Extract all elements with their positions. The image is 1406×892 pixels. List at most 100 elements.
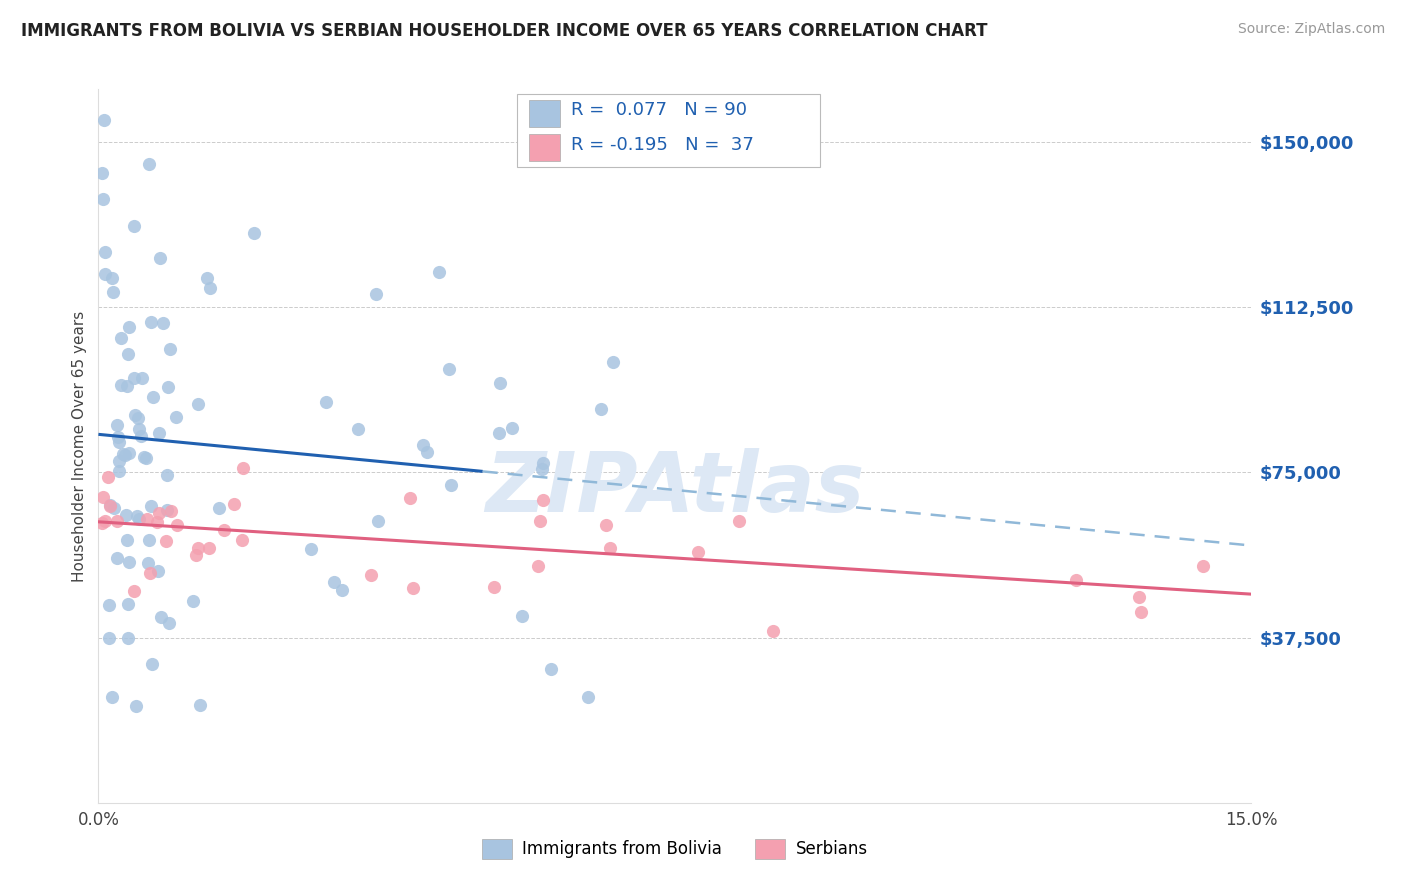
Point bbox=[122, 371, 145, 385]
Legend: Immigrants from Bolivia, Serbians: Immigrants from Bolivia, Serbians bbox=[475, 832, 875, 866]
Point bbox=[416, 445, 439, 459]
Point bbox=[152, 316, 174, 330]
Point bbox=[364, 287, 387, 301]
Point bbox=[501, 421, 523, 435]
Point bbox=[188, 698, 211, 712]
Point bbox=[165, 410, 187, 425]
Point bbox=[427, 265, 450, 279]
Point bbox=[134, 450, 156, 464]
Text: IMMIGRANTS FROM BOLIVIA VS SERBIAN HOUSEHOLDER INCOME OVER 65 YEARS CORRELATION : IMMIGRANTS FROM BOLIVIA VS SERBIAN HOUSE… bbox=[21, 22, 987, 40]
Point bbox=[1066, 573, 1088, 587]
Point bbox=[149, 609, 172, 624]
Point bbox=[94, 267, 117, 281]
Point bbox=[156, 380, 179, 394]
Point bbox=[141, 316, 163, 330]
Point bbox=[531, 493, 554, 508]
Point bbox=[91, 516, 114, 530]
Point bbox=[200, 281, 222, 295]
Point bbox=[110, 377, 132, 392]
Point bbox=[437, 362, 460, 376]
Point bbox=[131, 371, 153, 385]
Point bbox=[529, 514, 551, 528]
Point bbox=[107, 435, 129, 450]
Point bbox=[367, 514, 389, 528]
Point bbox=[531, 456, 554, 470]
Point bbox=[157, 615, 180, 630]
Point bbox=[727, 514, 749, 528]
Point bbox=[1129, 605, 1152, 619]
Point bbox=[125, 509, 148, 524]
Point bbox=[122, 584, 145, 599]
Point bbox=[186, 549, 208, 563]
Point bbox=[156, 502, 179, 516]
Point bbox=[103, 500, 125, 515]
Point bbox=[129, 428, 152, 442]
Point bbox=[136, 512, 159, 526]
Point bbox=[149, 251, 172, 265]
Point bbox=[117, 347, 139, 361]
Point bbox=[187, 541, 209, 555]
Point bbox=[159, 343, 181, 357]
Point bbox=[146, 564, 169, 578]
Point bbox=[195, 271, 218, 285]
Point bbox=[489, 376, 512, 391]
Point bbox=[138, 157, 160, 171]
Point bbox=[91, 192, 114, 206]
Point bbox=[100, 500, 122, 514]
Point bbox=[146, 515, 169, 529]
Point bbox=[103, 285, 125, 299]
Point bbox=[398, 491, 420, 505]
Point bbox=[1192, 559, 1215, 574]
Point bbox=[242, 226, 264, 240]
Point bbox=[440, 478, 463, 492]
Point bbox=[156, 468, 179, 483]
Point bbox=[94, 515, 117, 529]
Point bbox=[138, 566, 160, 581]
Point bbox=[91, 166, 114, 180]
Point bbox=[402, 581, 425, 595]
Point bbox=[117, 631, 139, 645]
Y-axis label: Householder Income Over 65 years: Householder Income Over 65 years bbox=[72, 310, 87, 582]
Point bbox=[232, 461, 254, 475]
Point bbox=[135, 451, 157, 466]
Point bbox=[117, 379, 139, 393]
Point bbox=[595, 518, 617, 533]
Point bbox=[118, 319, 141, 334]
Point bbox=[91, 490, 114, 504]
Point bbox=[181, 594, 204, 608]
Point bbox=[105, 417, 128, 432]
Point bbox=[105, 550, 128, 565]
Point bbox=[762, 624, 785, 639]
Point bbox=[136, 557, 159, 571]
Point bbox=[138, 533, 160, 548]
Point bbox=[187, 397, 209, 411]
Point bbox=[114, 449, 136, 463]
Point bbox=[591, 401, 613, 416]
Point bbox=[484, 580, 506, 594]
Point bbox=[599, 541, 621, 556]
Point bbox=[141, 657, 163, 671]
Point bbox=[128, 512, 150, 526]
Point bbox=[360, 568, 382, 582]
Point bbox=[1128, 590, 1150, 604]
Point bbox=[166, 518, 188, 533]
Point bbox=[540, 662, 562, 676]
Point bbox=[323, 574, 346, 589]
Point bbox=[576, 690, 599, 704]
Point bbox=[148, 506, 170, 520]
Point bbox=[101, 271, 124, 285]
Point bbox=[122, 219, 145, 234]
Point bbox=[111, 447, 134, 461]
Point bbox=[148, 426, 170, 441]
Point bbox=[686, 545, 709, 559]
Point bbox=[117, 597, 139, 611]
Point bbox=[98, 498, 121, 512]
Point bbox=[142, 390, 165, 404]
Point bbox=[124, 408, 146, 422]
Point bbox=[332, 583, 354, 598]
Point bbox=[159, 504, 181, 518]
Point bbox=[347, 422, 370, 436]
Point bbox=[98, 598, 121, 612]
Point bbox=[105, 514, 128, 528]
Point bbox=[108, 454, 131, 468]
